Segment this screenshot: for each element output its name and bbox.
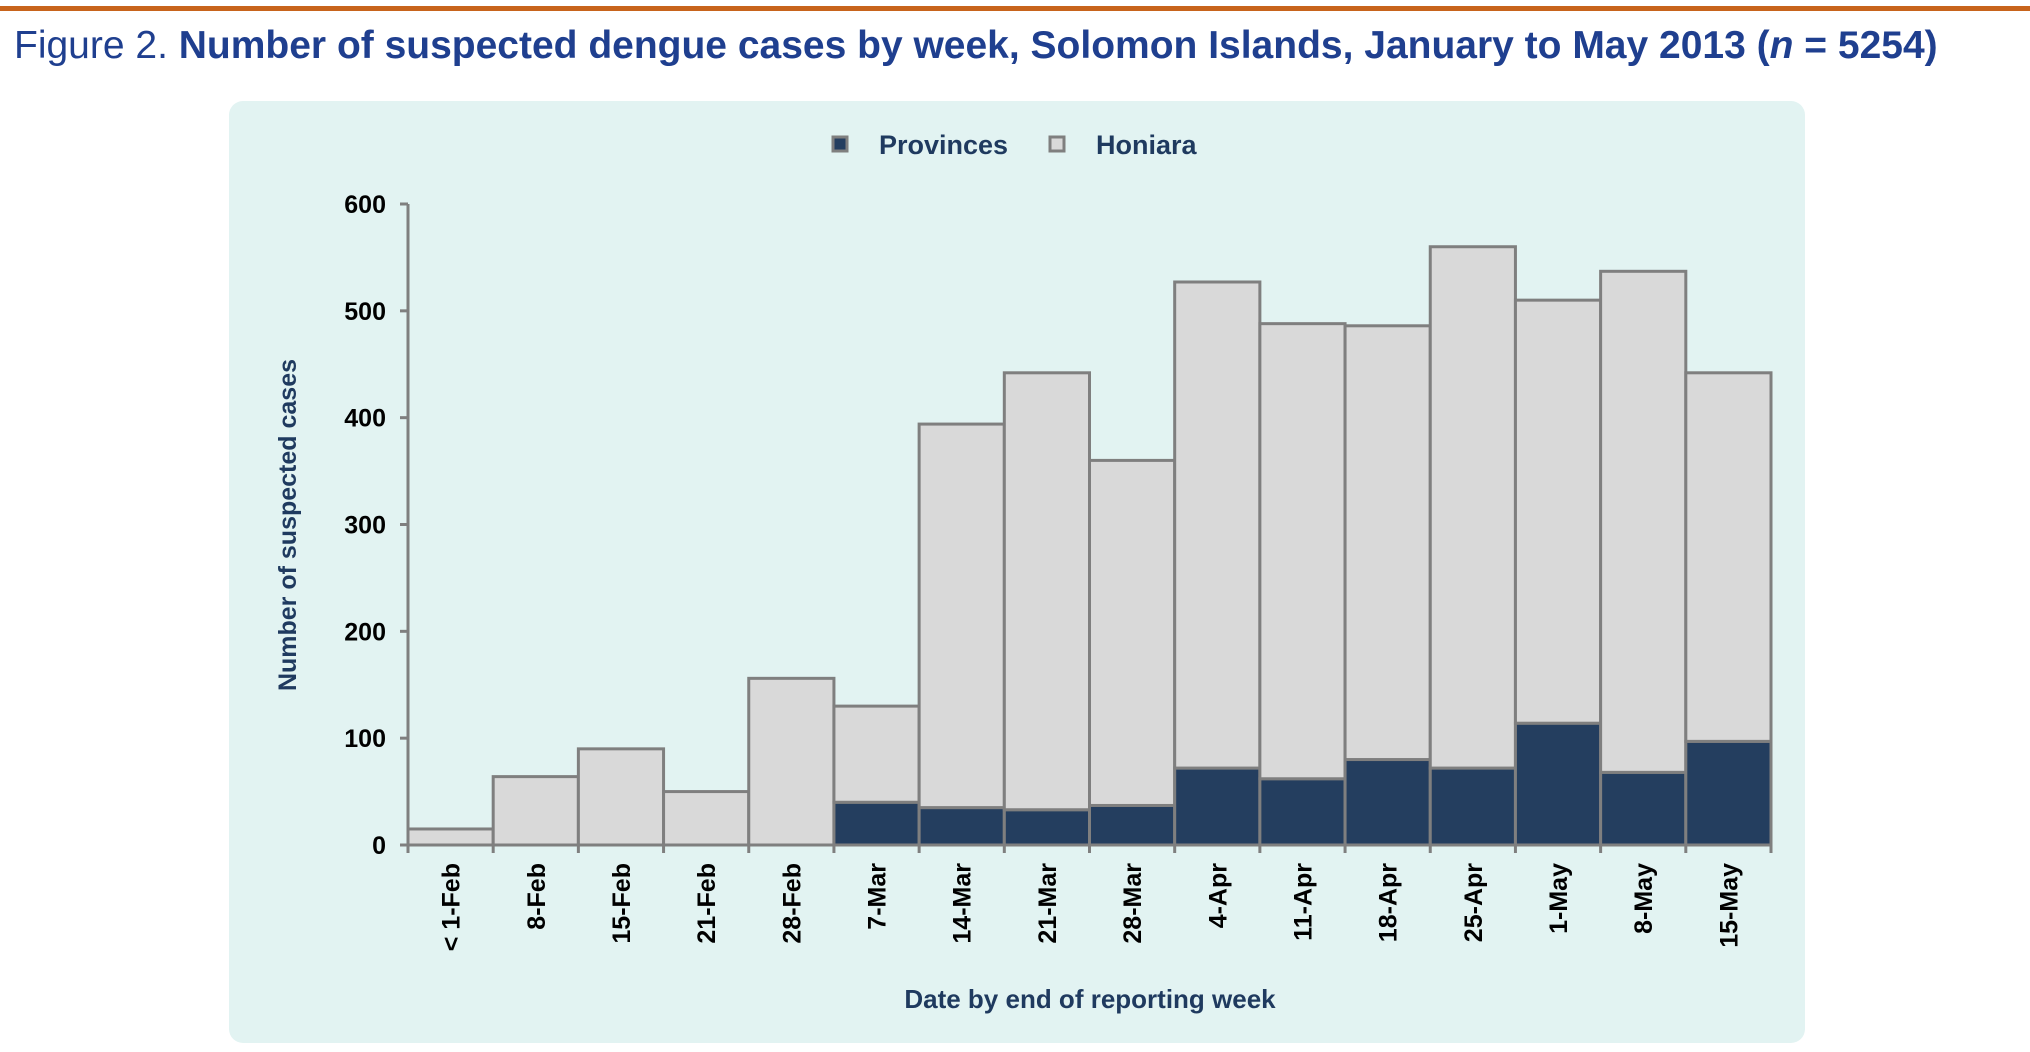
y-tick-label: 200	[344, 618, 386, 646]
bar-honiara	[1513, 298, 1603, 725]
x-axis-title: Date by end of reporting week	[904, 984, 1276, 1014]
bar-provinces	[1513, 721, 1603, 847]
legend-label-honiara: Honiara	[1096, 130, 1198, 160]
x-tick-label: 8-Feb	[523, 863, 551, 930]
y-tick-label: 0	[372, 832, 386, 860]
bar-provinces	[917, 806, 1006, 847]
figure-number: Figure 2.	[14, 24, 168, 67]
legend-swatch-provinces	[831, 135, 849, 153]
x-tick-label: 8-May	[1630, 863, 1658, 934]
bar-provinces	[1343, 758, 1432, 847]
bar-provinces	[1684, 739, 1773, 847]
legend-label-provinces: Provinces	[879, 130, 1008, 160]
y-tick-label: 300	[344, 512, 386, 540]
bar-honiara	[832, 704, 921, 804]
x-tick-label: 28-Feb	[778, 863, 806, 944]
y-tick-label: 600	[344, 191, 386, 219]
bar-provinces	[1088, 803, 1177, 847]
x-tick-label: 7-Mar	[864, 863, 892, 930]
bar-honiara	[1258, 322, 1347, 781]
x-tick-label: 14-Mar	[949, 863, 977, 944]
figure-title: Figure 2. Number of suspected dengue cas…	[14, 24, 1938, 68]
bar-honiara	[1002, 371, 1091, 812]
y-tick-label: 400	[344, 405, 386, 433]
bar-honiara	[747, 676, 836, 847]
bar-provinces	[1599, 770, 1688, 847]
x-tick-label: 21-Feb	[693, 863, 721, 944]
y-tick-label: 100	[344, 725, 386, 753]
bar-provinces	[1002, 808, 1091, 847]
bar-provinces	[1428, 766, 1517, 847]
bar-honiara	[1684, 371, 1773, 743]
x-tick-label: 11-Apr	[1289, 863, 1317, 941]
bar-honiara	[917, 422, 1006, 810]
y-axis-title: Number of suspected cases	[274, 359, 302, 691]
x-tick-label: 1-May	[1545, 863, 1573, 934]
bar-honiara	[576, 747, 666, 847]
x-tick-label: < 1-Feb	[438, 863, 466, 951]
bar-honiara	[662, 790, 751, 847]
x-tick-label: 4-Apr	[1204, 863, 1232, 929]
bar-honiara	[1173, 280, 1262, 770]
x-tick-label: 25-Apr	[1460, 863, 1488, 942]
y-tick-label: 500	[344, 298, 386, 326]
x-tick-label: 15-Feb	[608, 863, 636, 944]
x-tick-label: 21-Mar	[1034, 863, 1062, 944]
bar-honiara	[1343, 324, 1432, 762]
x-tick-label: 28-Mar	[1119, 863, 1147, 944]
figure-caption: Number of suspected dengue cases by week…	[178, 24, 1938, 67]
bar-honiara	[491, 775, 580, 847]
bar-provinces	[832, 800, 921, 847]
bar-honiara	[1088, 458, 1177, 807]
bar-honiara	[406, 827, 495, 847]
x-tick-label: 18-Apr	[1375, 863, 1403, 942]
legend-swatch-honiara	[1048, 135, 1066, 153]
bar-honiara	[1428, 245, 1517, 770]
top-rule	[0, 6, 2030, 11]
bar-provinces	[1258, 777, 1347, 847]
bar-provinces	[1173, 766, 1262, 847]
x-tick-label: 15-May	[1715, 863, 1743, 948]
bar-honiara	[1599, 269, 1688, 774]
